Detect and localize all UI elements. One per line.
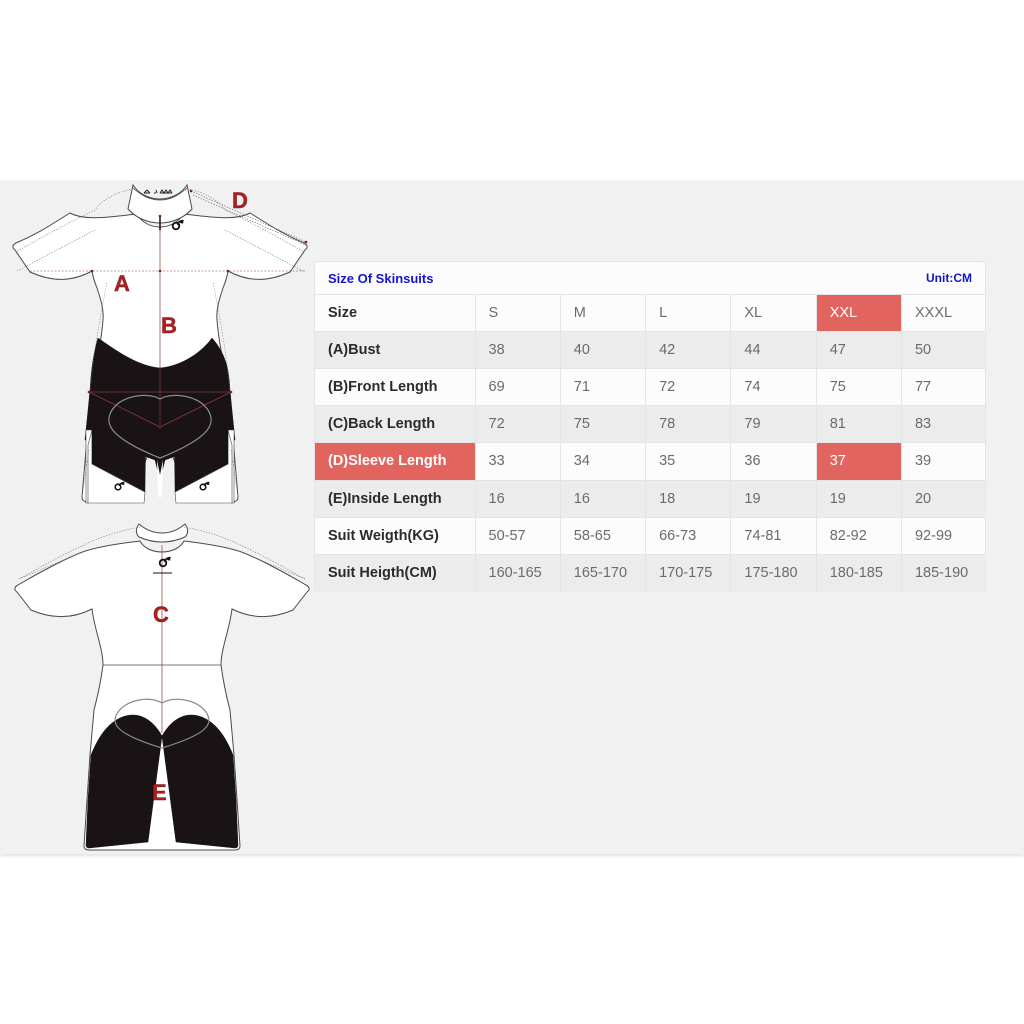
svg-text:B: B xyxy=(161,313,177,338)
svg-text:A: A xyxy=(114,271,130,296)
svg-text:D: D xyxy=(232,188,248,213)
svg-text:E: E xyxy=(152,780,167,805)
svg-text:C: C xyxy=(153,602,169,627)
